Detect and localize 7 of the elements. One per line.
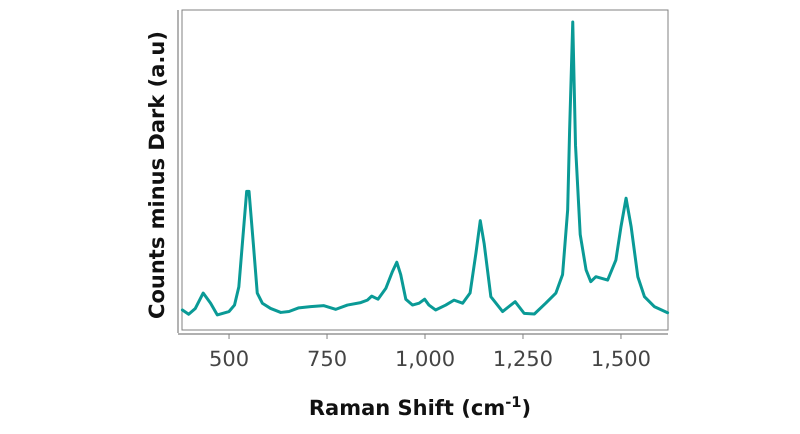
x-axis-title: Raman Shift (cm$^{-1}$)	[308, 394, 532, 420]
x-tick-label: 750	[306, 347, 348, 371]
y-axis-title: Counts minus Dark (a.u)	[145, 31, 169, 319]
x-tick-label: 1,500	[590, 347, 652, 371]
x-tick-label: 1,250	[492, 347, 554, 371]
x-tick-label: 500	[208, 347, 250, 371]
x-tick-label: 1,000	[394, 347, 456, 371]
